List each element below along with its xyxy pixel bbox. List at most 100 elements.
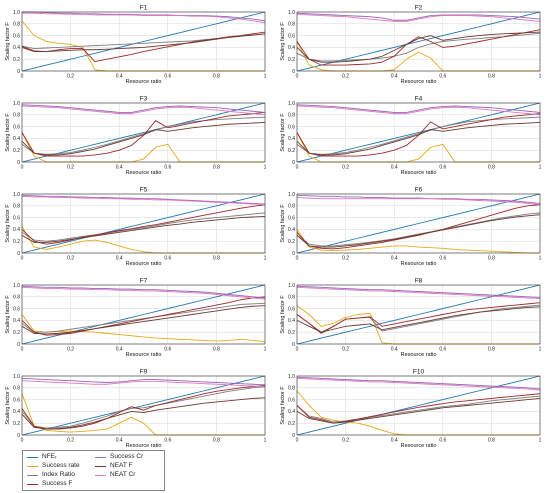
y-tick-label: 0.2 — [288, 421, 295, 427]
series-line-neat-f — [296, 214, 541, 248]
legend-label-neat-cr: NEAT Cr — [110, 471, 136, 478]
x-tick-label: 0.2 — [342, 165, 349, 171]
x-tick-label: 0.6 — [164, 347, 171, 353]
panel-f2: 0 0.2 0.4 0.6 0.8 1 0 0.2 0.4 0.6 0.8 1.0 F2 Resource… — [280, 5, 542, 86]
panel-f8: 0 0.2 0.4 0.6 0.8 1 0 0.2 0.4 0.6 0.8 1.0 F8 Resource… — [280, 278, 542, 359]
series-line-index-ratio — [21, 302, 266, 333]
y-tick-label: 1.0 — [13, 10, 20, 16]
y-tick-label: 1.0 — [288, 283, 295, 289]
x-tick-label: 0.6 — [164, 165, 171, 171]
chart-title: F9 — [140, 369, 148, 376]
y-tick-label: 0.2 — [288, 239, 295, 245]
series-line-neat-cr — [21, 195, 266, 206]
y-tick-label: 0.6 — [13, 33, 20, 39]
x-tick-label: 0 — [296, 165, 299, 171]
x-tick-label: 0 — [21, 256, 24, 262]
series-line-neat-cr — [296, 286, 541, 300]
series-line-index-ratio — [296, 116, 541, 155]
y-tick-label: 1.0 — [13, 101, 20, 107]
series-line-success-cr — [296, 376, 541, 390]
x-tick-label: 0 — [296, 347, 299, 353]
legend-label-neat-f: NEAT F — [110, 462, 133, 469]
y-tick-label: 0.2 — [288, 57, 295, 63]
x-tick-label: 0.8 — [213, 74, 220, 80]
series-line-index-ratio — [296, 395, 541, 423]
series-line-success-cr — [21, 194, 266, 205]
series-line-index-ratio — [21, 116, 266, 155]
series-line-nfe — [296, 284, 541, 345]
x-tick-label: 1 — [264, 256, 267, 262]
y-tick-label: 1.0 — [13, 283, 20, 289]
y-tick-label: 0.6 — [288, 33, 295, 39]
x-tick-label: 0.8 — [488, 256, 495, 262]
chart-title: F5 — [140, 187, 148, 194]
series-line-nfe — [21, 11, 266, 72]
panel-f9: 0 0.2 0.4 0.6 0.8 1 0 0.2 0.4 0.6 0.8 1.0 F9 Resource… — [5, 369, 267, 450]
legend-swatch-neat-cr — [95, 474, 106, 476]
series-line-nfe — [21, 102, 266, 163]
series-line-neat-f — [296, 306, 541, 333]
x-axis-label: Resource ratio — [401, 443, 437, 449]
x-tick-label: 1 — [539, 256, 542, 262]
series-line-index-ratio — [296, 32, 541, 62]
y-tick-label: 0.4 — [13, 45, 20, 51]
legend-label-success-f: Success F — [42, 480, 73, 487]
series-line-success-cr — [21, 104, 266, 113]
y-axis-label: Scaling factor F — [5, 204, 11, 243]
x-tick-label: 1 — [264, 347, 267, 353]
series-line-success-f — [296, 113, 541, 157]
plot-frame — [296, 375, 541, 436]
chart-title: F6 — [415, 187, 423, 194]
x-tick-label: 0.4 — [391, 438, 398, 444]
x-tick-label: 0.2 — [67, 438, 74, 444]
series-line-success-rate — [296, 229, 540, 254]
series-line-index-ratio — [21, 386, 266, 429]
plot-frame — [21, 11, 266, 72]
x-tick-label: 0.8 — [488, 74, 495, 80]
y-tick-label: 0.6 — [13, 306, 20, 312]
x-tick-label: 0.8 — [488, 347, 495, 353]
y-tick-label: 0.6 — [288, 124, 295, 130]
y-tick-label: 1.0 — [288, 374, 295, 380]
series-line-neat-cr — [21, 380, 266, 388]
x-tick-label: 0.2 — [67, 165, 74, 171]
y-tick-label: 0.4 — [13, 318, 20, 324]
x-tick-label: 0.2 — [342, 438, 349, 444]
series-line-neat-f — [296, 31, 541, 63]
legend: NFEᵣ Success rate Index Ratio Success F … — [22, 450, 165, 491]
y-tick-label: 0.8 — [13, 113, 20, 119]
plot-frame — [296, 102, 541, 163]
x-tick-label: 1 — [264, 74, 267, 80]
y-tick-label: 0.2 — [288, 330, 295, 336]
y-axis-label: Scaling factor F — [280, 386, 286, 425]
series-line-success-f — [296, 302, 541, 334]
x-tick-label: 0.8 — [213, 165, 220, 171]
x-tick-label: 0.4 — [116, 165, 123, 171]
y-tick-label: 0.2 — [13, 57, 20, 63]
y-tick-label: 0 — [292, 251, 295, 257]
x-tick-label: 0 — [21, 74, 24, 80]
x-axis-label: Resource ratio — [126, 79, 162, 85]
legend-swatch-nfe — [27, 456, 38, 458]
x-tick-label: 0 — [296, 438, 299, 444]
plot-frame — [296, 11, 541, 72]
legend-label-success-rate: Success rate — [42, 462, 80, 469]
series-line-neat-cr — [21, 105, 266, 116]
x-tick-label: 1 — [539, 74, 542, 80]
x-tick-label: 0.4 — [391, 74, 398, 80]
y-tick-label: 0.4 — [288, 318, 295, 324]
x-tick-label: 0 — [21, 438, 24, 444]
y-tick-label: 0.4 — [288, 409, 295, 415]
x-axis-label: Resource ratio — [126, 170, 162, 176]
x-tick-label: 0.6 — [164, 74, 171, 80]
y-tick-label: 0.4 — [288, 227, 295, 233]
series-line-nfe — [296, 193, 541, 254]
x-tick-label: 0.4 — [116, 347, 123, 353]
x-tick-label: 0.4 — [116, 74, 123, 80]
y-tick-label: 1.0 — [288, 101, 295, 107]
legend-label-success-cr: Success Cr — [110, 453, 144, 460]
x-tick-label: 0.2 — [342, 347, 349, 353]
panel-f6: 0 0.2 0.4 0.6 0.8 1 0 0.2 0.4 0.6 0.8 1.0 F6 Resource… — [280, 187, 542, 268]
series-line-neat-cr — [22, 12, 266, 24]
panel-f4: 0 0.2 0.4 0.6 0.8 1 0 0.2 0.4 0.6 0.8 1.0 F4 Resource… — [280, 96, 542, 177]
